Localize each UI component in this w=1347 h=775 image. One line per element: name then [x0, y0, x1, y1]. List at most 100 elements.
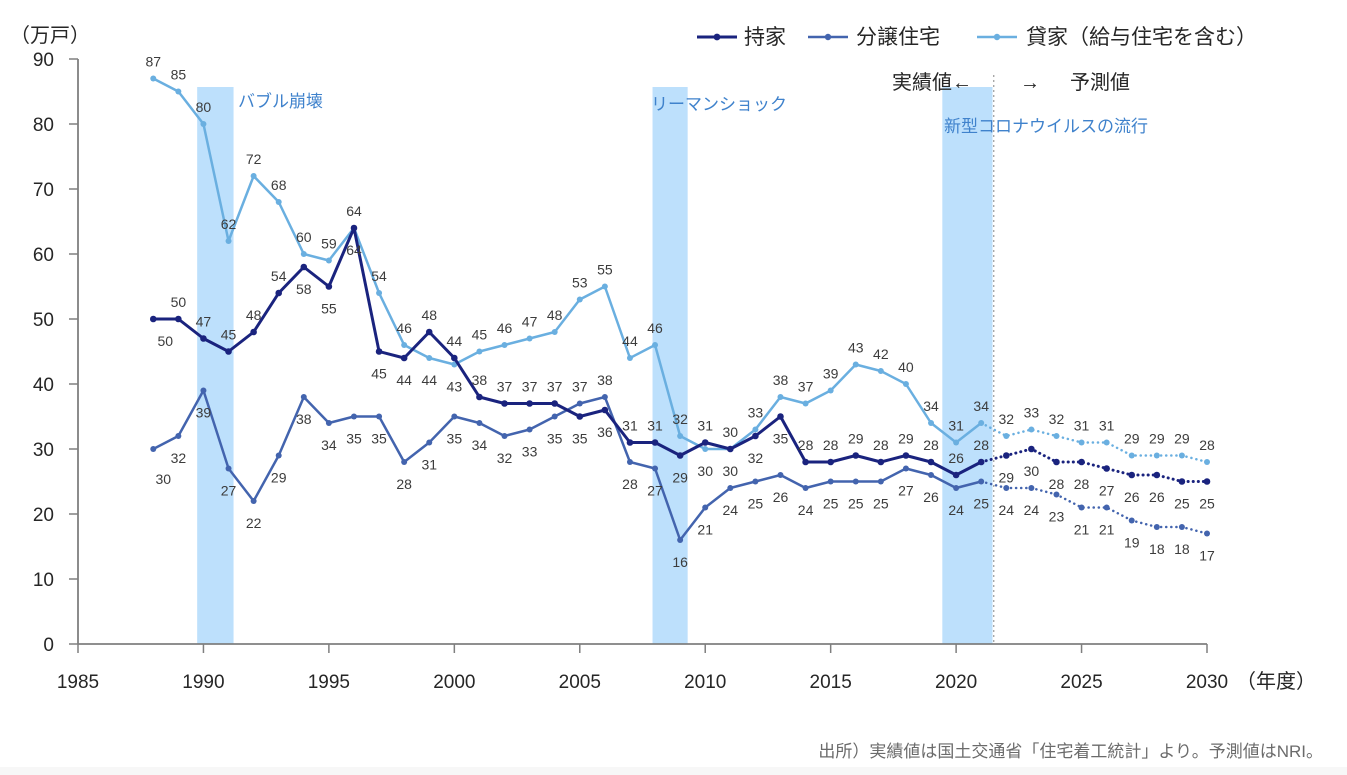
- rental-data-label: 45: [472, 327, 488, 343]
- for-sale-data-point: [727, 485, 734, 491]
- owner-occupied-data-label: 37: [522, 379, 538, 395]
- rental-data-label: 80: [196, 99, 212, 115]
- for-sale-data-point: [953, 485, 960, 491]
- rental-data-label: 28: [1199, 437, 1215, 453]
- for-sale-data-point: [401, 459, 408, 465]
- rental-data-label: 60: [296, 229, 312, 245]
- x-tick-label: 1995: [308, 672, 350, 693]
- owner-occupied-data-point: [350, 224, 358, 232]
- rental-actual-line: [152, 77, 982, 451]
- legend-item-owner-occupied: 持家: [697, 26, 786, 49]
- rental-data-label: 38: [773, 372, 789, 388]
- rental-data-label: 62: [221, 216, 237, 232]
- for-sale-data-label: 37: [572, 379, 588, 395]
- legend: 持家 分譲住宅 貸家（給与住宅を含む）: [697, 26, 1257, 49]
- rental-data-label: 42: [873, 346, 889, 362]
- for-sale-data-point: [677, 537, 684, 543]
- rental-data-point: [953, 439, 960, 446]
- owner-occupied-data-point: [225, 348, 232, 355]
- owner-occupied-data-label: 30: [1024, 463, 1040, 479]
- rental-data-label: 30: [723, 463, 739, 479]
- owner-occupied-data-label: 31: [697, 418, 713, 434]
- owner-occupied-data-label: 28: [1049, 476, 1065, 492]
- y-tick-label: 40: [33, 375, 54, 396]
- y-tick-label: 60: [33, 245, 54, 266]
- for-sale-data-label: 22: [246, 515, 262, 531]
- for-sale-data-point: [752, 478, 759, 485]
- owner-occupied-data-point: [1028, 445, 1035, 453]
- rental-data-point: [1178, 452, 1185, 459]
- rental-data-label: 55: [597, 262, 613, 278]
- rental-data-point: [852, 361, 859, 368]
- owner-occupied-data-point: [400, 354, 408, 362]
- owner-occupied-data-label: 36: [597, 424, 613, 440]
- owner-occupied-data-label: 30: [723, 424, 739, 440]
- for-sale-data-label: 39: [196, 405, 212, 421]
- rental-data-label: 32: [672, 411, 688, 427]
- rental-data-point: [1078, 439, 1085, 446]
- rental-data-point: [626, 355, 633, 361]
- x-tick-label: 2030: [1186, 672, 1228, 693]
- owner-occupied-data-label: 28: [823, 437, 839, 453]
- rental-data-point: [426, 355, 433, 361]
- owner-occupied-data-point: [877, 458, 885, 466]
- for-sale-data-point: [1178, 524, 1185, 530]
- for-sale-data-label: 35: [547, 431, 563, 447]
- for-sale-forecast-line: [979, 480, 1209, 535]
- rental-data-point: [877, 368, 884, 374]
- owner-occupied-data-label: 31: [647, 418, 663, 434]
- rental-data-point: [802, 400, 809, 407]
- rental-data-label: 85: [171, 67, 187, 83]
- owner-occupied-data-point: [250, 328, 257, 336]
- for-sale-data-point: [1078, 504, 1085, 511]
- owner-occupied-data-point: [977, 458, 985, 466]
- owner-occupied-data-point: [275, 289, 283, 297]
- rental-data-point: [526, 335, 533, 342]
- rental-data-point: [250, 173, 257, 179]
- y-tick-label: 80: [33, 115, 54, 136]
- rental-data-label: 40: [898, 359, 914, 375]
- for-sale-data-label: 33: [522, 444, 538, 460]
- for-sale-data-point: [501, 433, 508, 439]
- series-owner-occupied: [149, 224, 1211, 485]
- rental-data-label: 31: [948, 418, 964, 434]
- owner-occupied-data-point: [651, 439, 659, 446]
- for-sale-data-point: [1028, 485, 1035, 491]
- for-sale-data-label: 18: [1149, 541, 1165, 557]
- annotation-label: リーマンショック: [651, 95, 787, 114]
- for-sale-data-point: [1204, 530, 1210, 537]
- for-sale-data-point: [1003, 485, 1010, 491]
- owner-occupied-data-label: 35: [773, 431, 789, 447]
- for-sale-data-label: 26: [923, 489, 939, 505]
- for-sale-data-label: 34: [321, 437, 337, 453]
- owner-occupied-data-label: 28: [973, 437, 989, 453]
- rental-data-label: 87: [145, 54, 161, 70]
- owner-occupied-data-point: [1053, 458, 1060, 466]
- owner-occupied-data-point: [1203, 478, 1211, 485]
- owner-occupied-data-label: 44: [396, 372, 412, 388]
- owner-occupied-data-label: 29: [998, 470, 1014, 486]
- for-sale-data-label: 24: [948, 502, 964, 518]
- highlight-band: [197, 87, 234, 644]
- owner-occupied-data-label: 47: [196, 314, 212, 330]
- owner-occupied-data-point: [701, 439, 709, 446]
- owner-occupied-data-label: 55: [321, 301, 337, 317]
- for-sale-data-label: 25: [748, 496, 764, 512]
- rental-data-point: [325, 257, 332, 264]
- owner-occupied-data-label: 28: [798, 437, 814, 453]
- for-sale-data-point: [978, 478, 985, 485]
- rental-data-label: 72: [246, 151, 262, 167]
- for-sale-data-point: [325, 420, 332, 426]
- rental-data-point: [1053, 433, 1060, 439]
- owner-occupied-data-point: [676, 452, 684, 459]
- legend-marker-rental: [993, 33, 1001, 41]
- legend-marker-owner-occupied: [713, 33, 721, 41]
- for-sale-data-point: [827, 478, 834, 485]
- for-sale-actual-line: [152, 389, 982, 542]
- owner-occupied-data-label: 48: [421, 307, 437, 323]
- legend-item-rental: 貸家（給与住宅を含む）: [977, 26, 1257, 49]
- owner-occupied-data-label: 31: [622, 418, 638, 434]
- rental-data-point: [225, 238, 232, 244]
